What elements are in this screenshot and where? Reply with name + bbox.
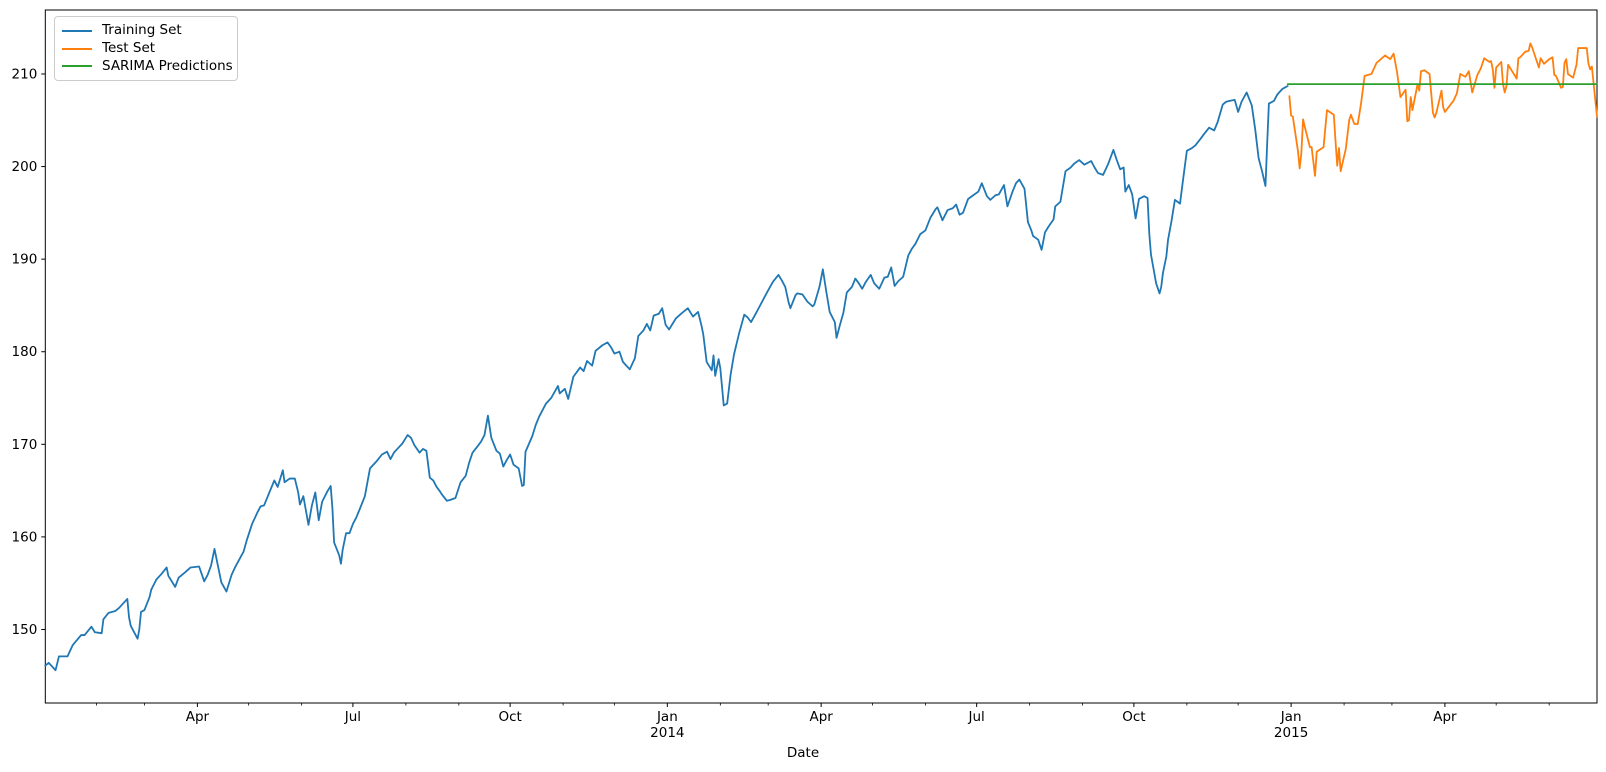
legend-item-sarima-predictions: SARIMA Predictions: [62, 59, 233, 74]
legend-label-test-set: Test Set: [102, 39, 156, 56]
y-axis: 150 160 170 180 190 200 210: [12, 66, 46, 638]
y-tick-label: 160: [12, 529, 38, 545]
y-tick-label: 190: [12, 252, 38, 268]
training-set-line-swatch: [62, 29, 92, 32]
plot-border: [44, 9, 1598, 704]
legend-label-sarima-predictions: SARIMA Predictions: [102, 57, 233, 74]
legend-item-test-set: Test Set: [62, 39, 229, 56]
x-tick-year-label: 2015: [1274, 725, 1308, 741]
x-tick-label: Jan: [656, 709, 678, 725]
y-tick-label: 180: [12, 344, 38, 360]
y-tick-label: 200: [12, 159, 38, 175]
test-set-line-swatch: [62, 47, 92, 50]
sarima-predictions-line-swatch: [62, 65, 92, 68]
y-tick-label: 150: [12, 622, 38, 638]
y-tick-label: 210: [12, 66, 38, 82]
legend-item-training-set: Training Set: [62, 22, 229, 38]
x-tick-label: Jan: [1280, 709, 1302, 725]
x-tick-label: Oct: [498, 709, 521, 725]
legend: Training Set Test Set SARIMA Predictions: [54, 16, 238, 81]
legend-label-training-set: Training Set: [102, 22, 182, 38]
x-tick-label: Jul: [968, 709, 985, 725]
x-tick-label: Apr: [186, 709, 210, 725]
test-set-line: [1288, 42, 1598, 177]
x-tick-label: Jul: [344, 709, 361, 725]
x-axis-title: Date: [786, 745, 820, 761]
x-axis-minor-ticks: [96, 703, 1550, 706]
x-tick-label: Oct: [1122, 709, 1145, 725]
x-tick-label: Apr: [809, 709, 833, 725]
y-tick-label: 170: [12, 437, 38, 453]
training-set-line: [44, 85, 1289, 672]
x-tick-label: Apr: [1433, 709, 1457, 725]
x-tick-year-label: 2014: [650, 725, 684, 741]
